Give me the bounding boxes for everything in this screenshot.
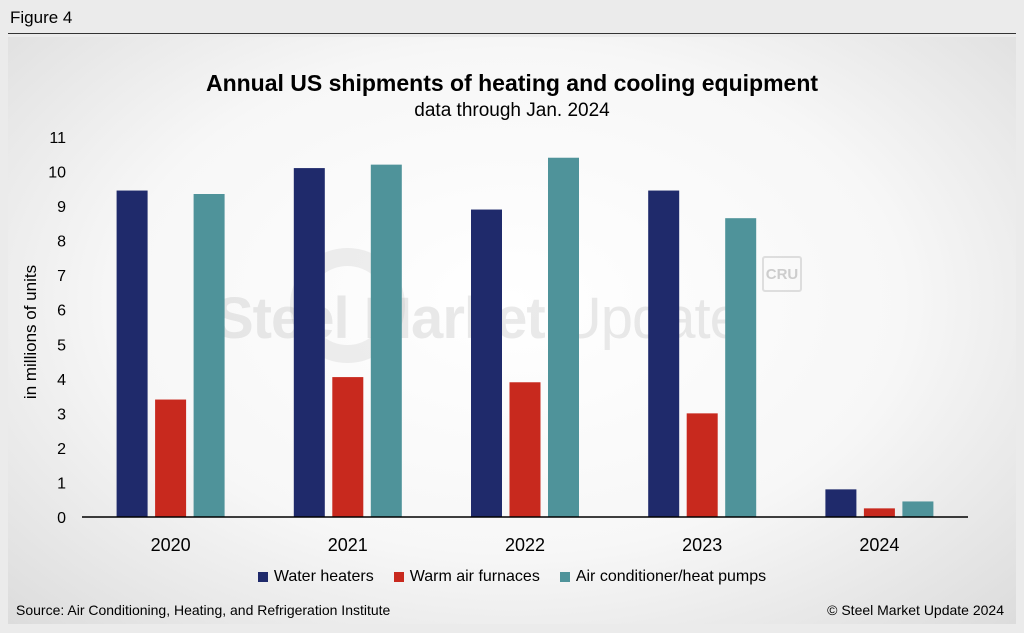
bar-water-heaters-2023 [648, 190, 680, 517]
y-tick-label: 6 [57, 303, 66, 320]
x-tick-label: 2020 [151, 535, 191, 555]
bar-water-heaters-2022 [471, 209, 502, 517]
legend: Water heaters Warm air furnaces Air cond… [0, 568, 1024, 586]
bars [116, 157, 934, 518]
chart-subtitle: data through Jan. 2024 [414, 100, 610, 121]
x-tick-label: 2021 [328, 535, 368, 555]
figure-label: Figure 4 [10, 8, 73, 27]
copyright-note: © Steel Market Update 2024 [827, 602, 1004, 618]
bar-warm-air-furnaces-2023 [686, 413, 718, 517]
top-rule [8, 33, 1016, 34]
y-tick-label: 10 [48, 165, 66, 182]
x-tick-label: 2023 [682, 535, 722, 555]
y-tick-label: 1 [57, 475, 66, 492]
y-tick-label: 5 [57, 337, 66, 354]
x-axis-ticks: 2020 2021 2022 2023 2024 [151, 535, 900, 555]
bar-warm-air-furnaces-2024 [863, 508, 895, 517]
x-tick-label: 2024 [859, 535, 899, 555]
legend-label: Warm air furnaces [409, 568, 540, 585]
y-tick-label: 3 [57, 406, 66, 423]
y-axis-ticks: 0 1 2 3 4 5 6 7 8 9 10 11 [48, 130, 66, 527]
bar-warm-air-furnaces-2021 [332, 377, 364, 517]
y-tick-label: 7 [57, 268, 66, 285]
x-tick-label: 2022 [505, 535, 545, 555]
bar-air-conditioner-heat-pumps-2023 [725, 218, 757, 517]
chart-title: Annual US shipments of heating and cooli… [205, 70, 819, 96]
bar-water-heaters-2020 [116, 190, 148, 517]
legend-item-water-heaters: Water heaters [257, 568, 374, 586]
legend-swatch [393, 572, 404, 582]
legend-label: Water heaters [273, 568, 374, 585]
legend-item-warm-air-furnaces: Warm air furnaces [393, 568, 540, 586]
bar-water-heaters-2024 [825, 489, 857, 517]
legend-swatch [257, 572, 268, 582]
y-tick-label: 4 [57, 372, 66, 389]
watermark-badge: CRU [762, 256, 802, 292]
bar-air-conditioner-heat-pumps-2024 [902, 501, 934, 517]
bar-air-conditioner-heat-pumps-2022 [548, 157, 579, 517]
bar-warm-air-furnaces-2022 [509, 382, 541, 517]
source-note: Source: Air Conditioning, Heating, and R… [16, 602, 391, 618]
y-tick-label: 9 [57, 199, 66, 216]
legend-swatch [559, 572, 570, 582]
bar-air-conditioner-heat-pumps-2021 [370, 164, 402, 518]
bar-warm-air-furnaces-2020 [155, 399, 187, 517]
legend-label: Air conditioner/heat pumps [575, 568, 767, 585]
bar-air-conditioner-heat-pumps-2020 [193, 194, 225, 517]
y-tick-label: 11 [49, 130, 66, 147]
bar-water-heaters-2021 [293, 168, 325, 517]
chart-panel [8, 37, 1016, 624]
legend-item-air-conditioner-heat-pumps: Air conditioner/heat pumps [559, 568, 767, 586]
y-tick-label: 0 [57, 510, 66, 527]
y-tick-label: 2 [57, 441, 66, 458]
y-tick-label: 8 [57, 234, 66, 251]
